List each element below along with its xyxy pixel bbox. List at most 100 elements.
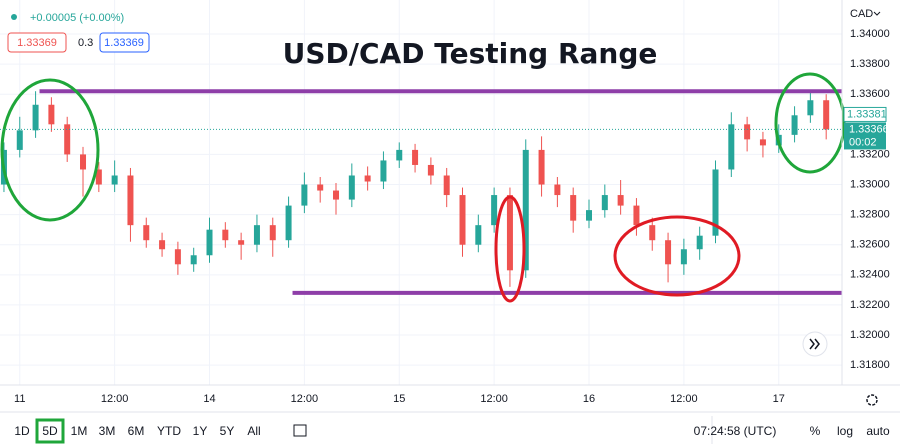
- candle-body: [443, 175, 450, 196]
- x-tick-label: 15: [393, 393, 405, 405]
- bid-box[interactable]: [7, 32, 67, 53]
- candle-body: [396, 149, 403, 161]
- highlight-ellipse: [613, 215, 741, 297]
- y-tick-label: 1.34000: [850, 28, 890, 40]
- range-button[interactable]: All: [247, 424, 260, 438]
- candle-body: [680, 249, 687, 265]
- candle-body: [127, 175, 134, 226]
- x-tick-label: 14: [203, 393, 215, 405]
- y-tick-label: 1.32000: [850, 329, 890, 341]
- candle-body: [348, 175, 355, 200]
- clock: 07:24:58 (UTC): [694, 424, 777, 438]
- y-tick-label: 1.33600: [850, 88, 890, 100]
- candle-body: [791, 115, 798, 135]
- range-button[interactable]: 5D: [42, 424, 58, 438]
- y-tick-label: 1.33000: [850, 178, 890, 190]
- y-tick-label: 1.32200: [850, 299, 890, 311]
- candle-body: [80, 154, 87, 170]
- x-tick-label: 16: [583, 393, 595, 405]
- candle-body: [823, 100, 830, 130]
- candle-body: [586, 210, 593, 221]
- candle-body: [807, 100, 814, 116]
- range-button[interactable]: 3M: [99, 424, 116, 438]
- settings-icon[interactable]: [866, 394, 878, 406]
- candle-body: [475, 225, 482, 245]
- x-tick-label: 12:00: [101, 393, 129, 405]
- candle-body: [744, 124, 751, 140]
- candle-body: [269, 225, 276, 241]
- candle-body: [174, 249, 181, 265]
- ask-box[interactable]: [99, 32, 150, 53]
- candle-body: [222, 229, 229, 241]
- x-tick-label: 17: [773, 393, 785, 405]
- candle-body: [253, 225, 260, 245]
- bid: 1.33369: [17, 37, 57, 49]
- y-tick-label: 1.31800: [850, 359, 890, 371]
- candle-body: [206, 229, 213, 256]
- range-button[interactable]: 1M: [71, 424, 88, 438]
- candle-body: [380, 160, 387, 182]
- range-button[interactable]: YTD: [157, 424, 181, 438]
- candle-body: [554, 184, 561, 196]
- chart-title: USD/CAD Testing Range: [283, 37, 658, 70]
- range-button[interactable]: 5Y: [220, 424, 235, 438]
- candle-body: [506, 195, 513, 271]
- candle-body: [317, 184, 324, 191]
- candle-body: [95, 169, 102, 185]
- scroll-button[interactable]: [802, 331, 828, 357]
- candle-body: [522, 149, 529, 271]
- candle-body: [159, 240, 166, 250]
- candle-body: [633, 205, 640, 226]
- scroll-icon: [809, 338, 820, 350]
- toolbar: 1D 5D 1M 3M 6M YTD 1Y 5Y All 07:24:58 (UTC)% log au…: [14, 418, 890, 444]
- active-range-box: [35, 418, 65, 444]
- candle-body: [111, 175, 118, 185]
- y-tick-label: 1.33200: [850, 148, 890, 160]
- range-button[interactable]: 1D: [14, 424, 30, 438]
- candle-body: [649, 225, 656, 241]
- price-tag: [843, 106, 887, 122]
- scale-option[interactable]: auto: [866, 424, 890, 438]
- candle-body: [143, 225, 150, 241]
- candle-body: [491, 195, 498, 226]
- spread: 0.3: [78, 37, 93, 49]
- candle-body: [570, 195, 577, 221]
- candle-body: [759, 139, 766, 146]
- candle-body: [301, 184, 308, 206]
- x-tick-label: 12:00: [670, 393, 698, 405]
- x-tick-label: 11: [14, 393, 25, 405]
- countdown: 00:02: [849, 136, 877, 148]
- status-dot: [11, 14, 17, 20]
- scale-option[interactable]: %: [810, 424, 821, 438]
- candle-body: [696, 235, 703, 250]
- last-price-label: 1.33366: [849, 123, 889, 135]
- range-button[interactable]: 6M: [128, 424, 145, 438]
- candle-body: [285, 205, 292, 241]
- y-tick-label: 1.32400: [850, 269, 890, 281]
- x-tick-label: 12:00: [480, 393, 508, 405]
- candle-body: [427, 164, 434, 176]
- candle-body: [538, 149, 545, 185]
- candle-body: [48, 104, 55, 125]
- scale-option[interactable]: log: [837, 424, 853, 438]
- candle-body: [32, 104, 39, 131]
- candle-body: [712, 169, 719, 236]
- range-button[interactable]: 1Y: [193, 424, 208, 438]
- candle-body: [412, 149, 419, 165]
- highlight-ellipse: [494, 195, 526, 303]
- x-tick-label: 12:00: [291, 393, 319, 405]
- candle-body: [16, 130, 23, 150]
- y-tick-label: 1.32600: [850, 239, 890, 251]
- candle-body: [238, 240, 245, 245]
- y-tick-label: 1.32800: [850, 209, 890, 221]
- price-tag-label: 1.33381: [847, 108, 887, 120]
- ask: 1.33369: [104, 37, 144, 49]
- change: +0.00005 (+0.00%): [30, 12, 124, 24]
- date-range-icon[interactable]: [293, 424, 307, 437]
- highlight-ellipse: [0, 78, 100, 222]
- currency[interactable]: CAD: [850, 8, 873, 20]
- candle-body: [617, 195, 624, 206]
- candle-body: [333, 190, 340, 200]
- currency-caret: [873, 11, 881, 16]
